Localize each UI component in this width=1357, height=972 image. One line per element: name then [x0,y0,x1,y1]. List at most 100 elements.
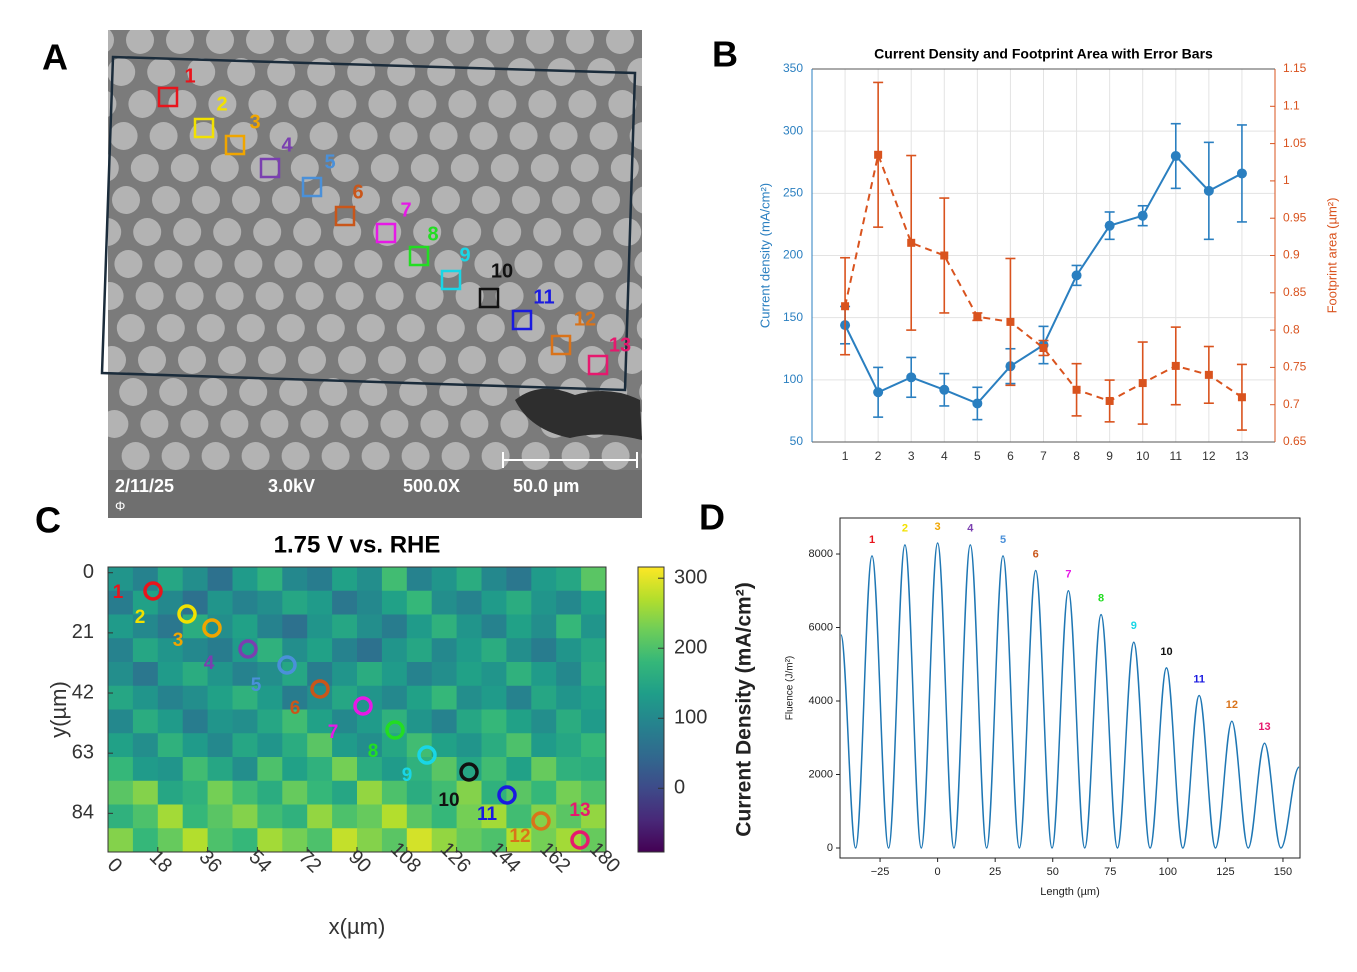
sem-pillar [467,58,496,86]
region-marker [277,655,297,675]
sem-pillar [573,218,602,246]
heatmap-cell [157,757,184,782]
sem-pillar [366,30,394,54]
region-label: 1 [184,65,195,87]
data-point [1006,317,1015,326]
data-point [906,372,917,383]
heatmap-cell [207,709,233,734]
heatmap-cell [332,709,358,734]
heatmap-cell [257,757,283,782]
sem-pillar [446,30,474,54]
heatmap-cell [481,828,507,853]
data-point [907,238,916,247]
sem-pillar [232,186,260,214]
sem-pillar [396,314,425,342]
heatmap-cell [157,804,184,829]
sem-pillar [472,186,500,214]
sem-pillar [488,90,517,118]
peak-label: 11 [1193,673,1205,685]
sem-pillar [455,282,484,310]
heatmap-cell [481,709,507,734]
heatmap-cell [531,685,557,710]
region-marker [157,86,179,108]
heatmap-cell [207,828,233,853]
heatmap-cell [357,590,383,615]
sem-pillar [493,218,522,246]
heatmap-cell [157,780,184,805]
sem-pillar [578,346,606,374]
data-point [940,251,949,260]
region-marker [310,679,330,699]
heatmap-cell [456,709,482,734]
data-point [939,384,950,395]
heatmap-cell [431,709,458,734]
heatmap-cell [581,567,607,592]
sem-pillar [401,442,430,470]
heatmap-cell [232,685,258,710]
sem-pillar [288,90,317,118]
heatmap-cell [481,757,507,782]
heatmap-cell [108,733,134,758]
sem-pillar [147,58,176,86]
heatmap-cell [406,685,433,710]
heatmap-cell [556,590,582,615]
heatmap-cell [531,590,557,615]
sem-pillar [316,314,345,342]
region-marker [440,269,462,291]
roi-outline [100,55,637,392]
region-label: 2 [135,607,146,628]
heatmap-cell [207,733,233,758]
region-label: 7 [328,722,339,743]
heatmap-cell [406,709,433,734]
sem-pillar [309,122,338,150]
heatmap-cell [381,804,408,829]
heatmap-cell [381,685,408,710]
data-point [1039,344,1048,353]
plot-frame [839,517,1301,859]
heatmap-cell [257,828,283,853]
heatmap-cell [581,614,607,639]
region-marker [408,245,430,267]
sem-pillar [634,251,642,277]
data-point [1237,393,1246,402]
y-tick-label: 0 [83,561,94,583]
peak-label: 1 [869,534,875,546]
sem-pillar [359,378,388,406]
sem-pillar [206,30,234,54]
region-marker [459,762,479,782]
heatmap-cell [431,828,458,853]
heatmap-cell [357,780,383,805]
data-point [1071,270,1082,281]
sem-pillar [436,314,465,342]
heatmap-cell [108,780,134,805]
sem-pillar [121,442,150,470]
heatmap-cell [157,662,184,687]
heatmap-cell [381,638,408,663]
heatmap-cell [232,709,258,734]
heatmap-cell [257,804,283,829]
region-marker [334,205,356,227]
sem-pillar [116,314,145,342]
sem-pillar [156,314,185,342]
sem-pillar [135,282,164,310]
region-marker [375,222,397,244]
heatmap-cell [232,757,258,782]
region-label: 3 [249,111,260,133]
heatmap-cell [207,567,233,592]
sem-pillar [112,186,140,214]
heatmap-cell [207,757,233,782]
sem-pillar [568,90,597,118]
peak-label: 9 [1131,620,1137,632]
chart-title: 1.75 V vs. RHE [274,531,441,558]
heatmap-cell [431,567,458,592]
y2-tick-label: 1 [1283,173,1290,187]
heatmap-cell [232,733,258,758]
sem-pillar [307,58,336,86]
heatmap-cell [108,590,134,615]
sem-pillar [161,442,190,470]
heatmap-cell [257,567,283,592]
colorbar-tick-label: 0 [674,777,685,799]
sem-pillar [319,378,348,406]
sem-pillar [321,442,350,470]
heatmap-cell [232,780,258,805]
